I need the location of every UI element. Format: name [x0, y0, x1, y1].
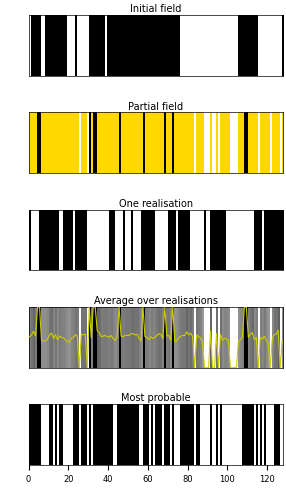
- Title: Partial field: Partial field: [128, 102, 183, 112]
- Title: Most probable: Most probable: [121, 394, 191, 404]
- Title: Average over realisations: Average over realisations: [94, 296, 218, 306]
- Title: Initial field: Initial field: [130, 4, 182, 14]
- Title: One realisation: One realisation: [119, 199, 193, 209]
